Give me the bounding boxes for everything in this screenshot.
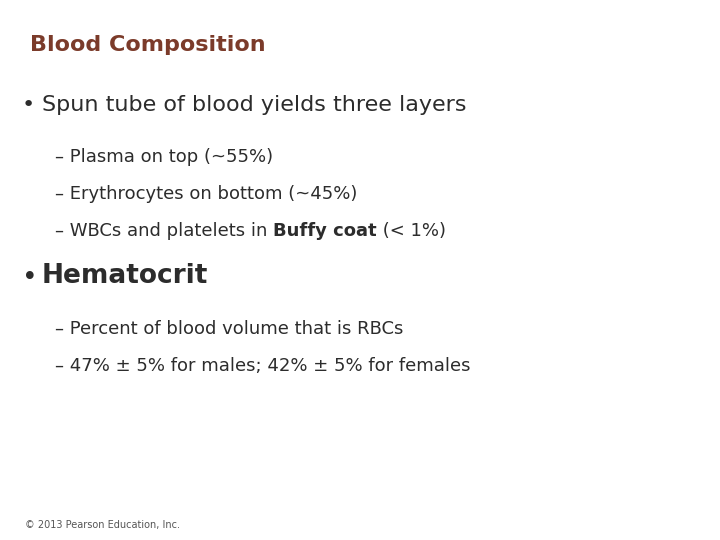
Text: – Erythrocytes on bottom (~45%): – Erythrocytes on bottom (~45%): [55, 185, 357, 203]
Text: Hematocrit: Hematocrit: [42, 263, 208, 289]
Text: (< 1%): (< 1%): [377, 222, 446, 240]
Text: – WBCs and platelets in: – WBCs and platelets in: [55, 222, 273, 240]
Text: •: •: [22, 95, 35, 115]
Text: Buffy coat: Buffy coat: [273, 222, 377, 240]
Text: Spun tube of blood yields three layers: Spun tube of blood yields three layers: [42, 95, 467, 115]
Text: Blood Composition: Blood Composition: [30, 35, 266, 55]
Text: •: •: [22, 265, 37, 291]
Text: © 2013 Pearson Education, Inc.: © 2013 Pearson Education, Inc.: [25, 520, 180, 530]
Text: – Plasma on top (~55%): – Plasma on top (~55%): [55, 148, 273, 166]
Text: – 47% ± 5% for males; 42% ± 5% for females: – 47% ± 5% for males; 42% ± 5% for femal…: [55, 357, 470, 375]
Text: – Percent of blood volume that is RBCs: – Percent of blood volume that is RBCs: [55, 320, 403, 338]
